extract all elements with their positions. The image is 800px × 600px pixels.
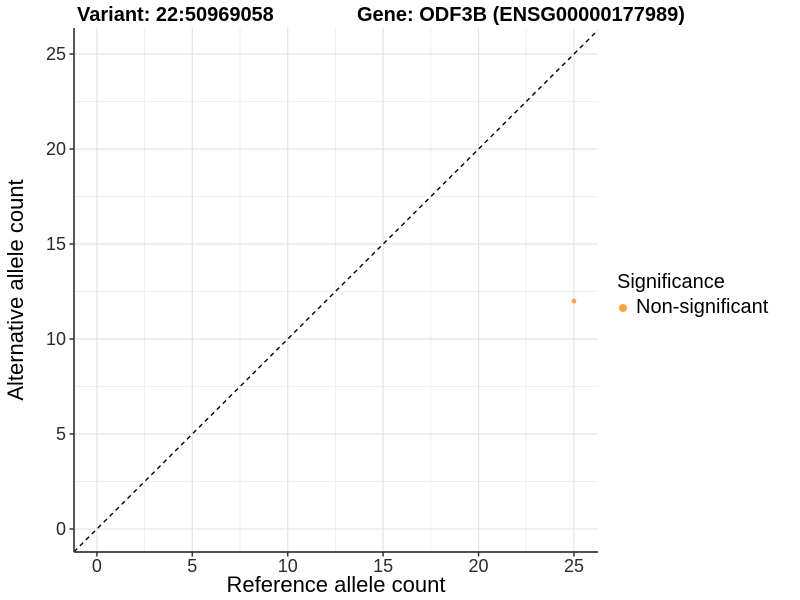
y-tick-label: 20 (45, 139, 66, 160)
legend-item-label: Non-significant (636, 296, 769, 318)
axis-lines (73, 28, 598, 553)
variant-title: Variant: 22:50969058 (77, 4, 274, 26)
gridlines-minor (74, 28, 598, 552)
y-axis-title: Alternative allele count (3, 179, 28, 401)
x-axis-title: Reference allele count (226, 572, 446, 597)
data-point (571, 298, 577, 304)
y-tick-label: 25 (45, 44, 66, 65)
x-tick-label: 20 (468, 556, 489, 576)
x-tick-label: 10 (277, 556, 298, 576)
legend-title: Significance (617, 271, 725, 293)
plot-panel (69, 28, 599, 557)
x-tick-label: 15 (373, 556, 394, 576)
y-tick-label: 10 (45, 329, 66, 350)
y-tick-label: 15 (45, 234, 66, 255)
gene-title: Gene: ODF3B (ENSG00000177989) (357, 4, 685, 26)
x-tick-label: 25 (563, 556, 584, 576)
y-tick-label: 5 (55, 424, 66, 444)
x-tick-label: 0 (91, 556, 102, 576)
y-tick-label: 0 (55, 519, 66, 539)
x-tick-label: 5 (187, 556, 198, 576)
plot-canvas (69, 28, 599, 557)
legend: Significance Non-significant (617, 271, 768, 319)
tick-marks (69, 53, 575, 557)
identity-line (73, 29, 599, 553)
gridlines-major (74, 28, 598, 552)
legend-point-icon (619, 303, 627, 312)
legend-item-non-significant: Non-significant (617, 296, 768, 319)
